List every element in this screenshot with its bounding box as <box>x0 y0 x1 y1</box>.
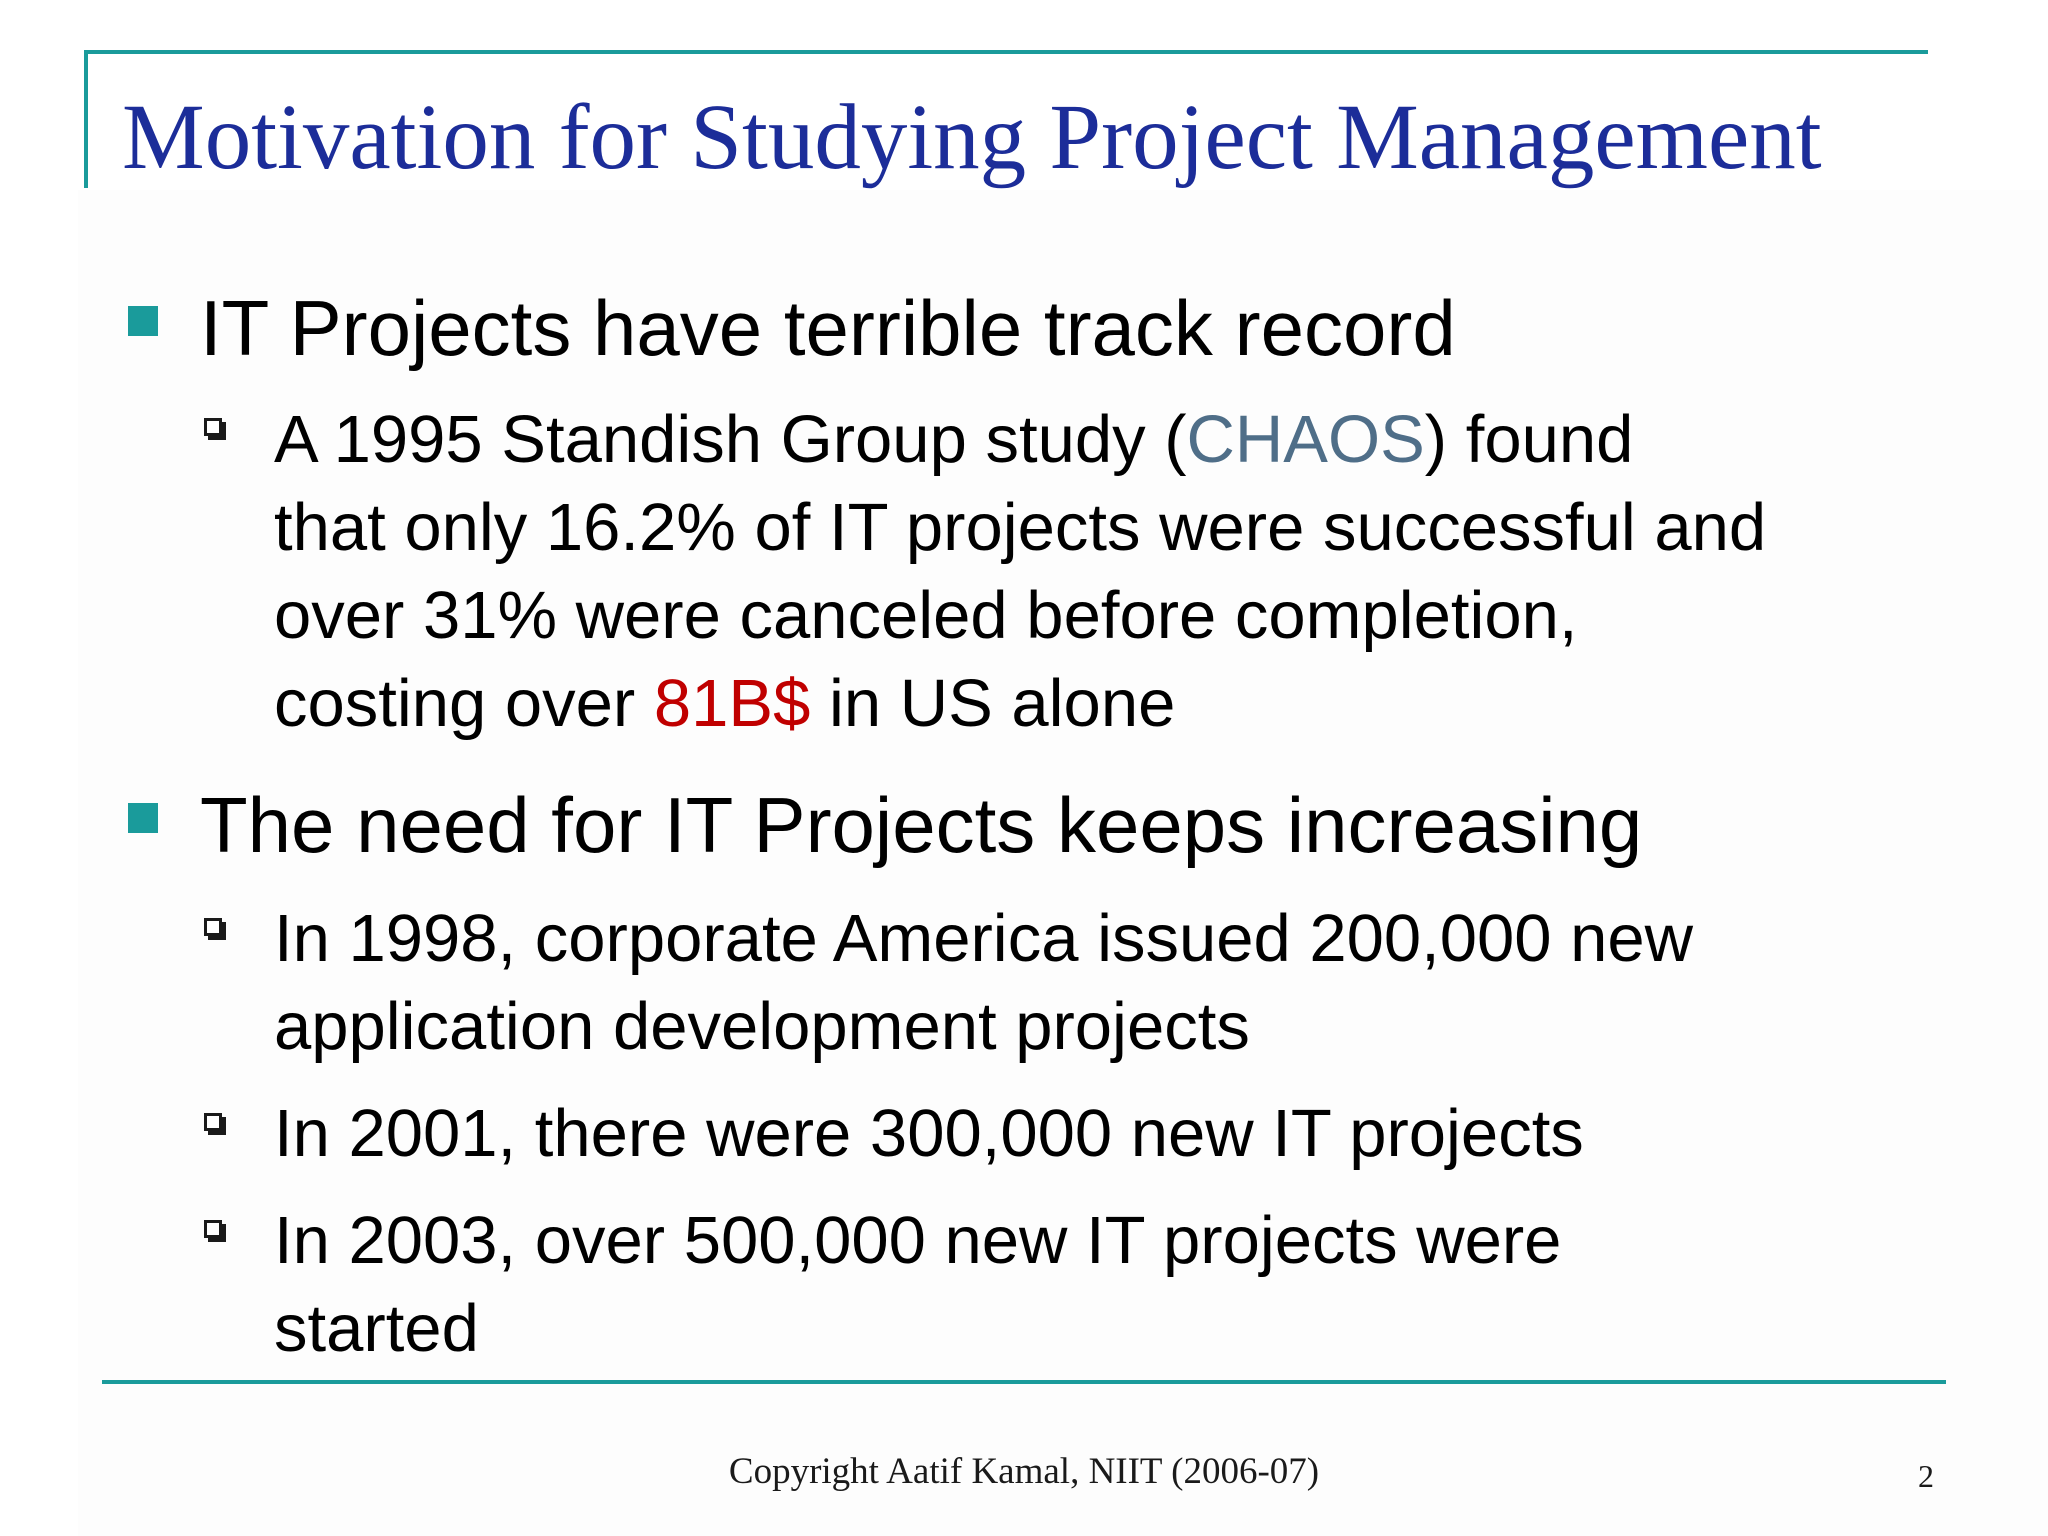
text-line: over 31% were canceled before completion… <box>274 578 1578 653</box>
text-line: In 2001, there were 300,000 new IT proje… <box>274 1096 1584 1171</box>
bullet-2: The need for IT Projects keeps increasin… <box>200 781 1643 869</box>
hollow-square-bullet-icon <box>204 1220 222 1238</box>
hollow-square-bullet-icon <box>204 418 222 436</box>
text-run: A 1995 Standish Group study ( <box>274 402 1187 477</box>
footer-rule <box>102 1380 1946 1384</box>
text-line: started <box>274 1291 479 1366</box>
highlight-chaos: CHAOS <box>1186 402 1425 477</box>
text-run: ) found <box>1424 402 1634 477</box>
bullet-2-sub-1: In 1998, corporate America issued 200,00… <box>274 895 1693 1071</box>
footer-copyright: Copyright Aatif Kamal, NIIT (2006-07) <box>728 1451 1320 1492</box>
slide-number: 2 <box>1918 1458 1934 1494</box>
title-frame-left-rule <box>84 50 88 188</box>
title-frame-top-rule <box>84 50 1928 54</box>
highlight-amount: 81B$ <box>653 666 811 741</box>
content-background <box>78 190 2048 1536</box>
text-line: application development projects <box>274 989 1250 1064</box>
text-line: A 1995 Standish Group study (CHAOS) foun… <box>274 396 1766 484</box>
bullet-2-sub-2: In 2001, there were 300,000 new IT proje… <box>274 1090 1584 1178</box>
hollow-square-bullet-icon <box>204 1113 222 1131</box>
bullet-1-sub-1: A 1995 Standish Group study (CHAOS) foun… <box>274 396 1766 748</box>
bullet-1: IT Projects have terrible track record <box>200 284 1456 372</box>
text-line: that only 16.2% of IT projects were succ… <box>274 490 1767 565</box>
text-line: In 1998, corporate America issued 200,00… <box>274 901 1694 976</box>
text-run: costing over <box>274 666 654 741</box>
text-line: In 2003, over 500,000 new IT projects we… <box>274 1203 1562 1278</box>
slide-title: Motivation for Studying Project Manageme… <box>122 86 1822 189</box>
text-run: in US alone <box>810 666 1176 741</box>
square-bullet-icon <box>128 306 158 336</box>
bullet-list: IT Projects have terrible track record A… <box>128 284 1766 1373</box>
bullet-2-sub-3: In 2003, over 500,000 new IT projects we… <box>274 1197 1561 1373</box>
square-bullet-icon <box>128 803 158 833</box>
hollow-square-bullet-icon <box>204 918 222 936</box>
text-line: costing over 81B$ in US alone <box>274 660 1766 748</box>
